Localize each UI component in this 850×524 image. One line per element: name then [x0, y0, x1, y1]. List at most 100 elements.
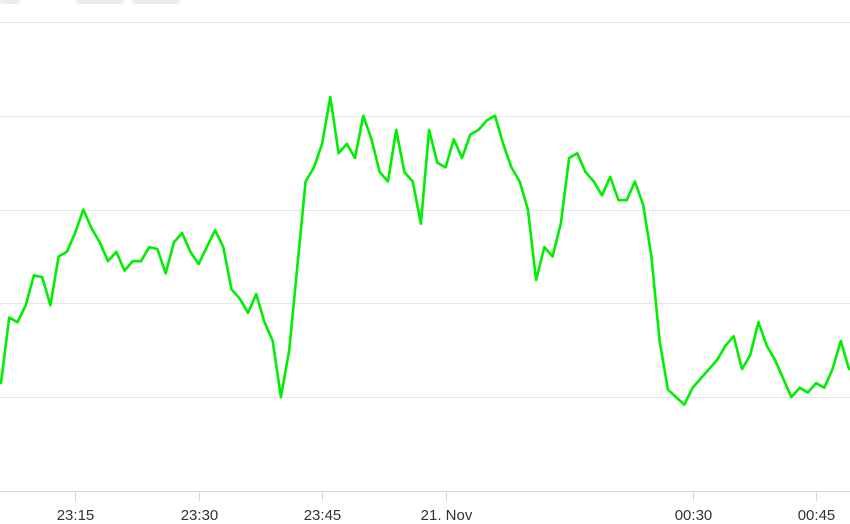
- data-point[interactable]: [592, 180, 595, 183]
- data-point[interactable]: [230, 288, 233, 291]
- data-point[interactable]: [609, 175, 612, 178]
- data-point[interactable]: [304, 180, 307, 183]
- data-point[interactable]: [568, 157, 570, 159]
- data-point[interactable]: [16, 321, 19, 324]
- data-point[interactable]: [378, 171, 381, 174]
- data-point[interactable]: [559, 222, 562, 225]
- data-point[interactable]: [205, 246, 208, 249]
- data-point[interactable]: [806, 391, 809, 394]
- data-point[interactable]: [156, 248, 159, 250]
- data-point[interactable]: [749, 354, 752, 356]
- data-point[interactable]: [436, 161, 439, 164]
- data-point[interactable]: [485, 119, 488, 122]
- data-point[interactable]: [247, 311, 249, 314]
- data-point[interactable]: [321, 143, 323, 145]
- data-point[interactable]: [181, 232, 184, 234]
- data-point[interactable]: [510, 166, 513, 169]
- data-point[interactable]: [518, 180, 521, 183]
- data-point[interactable]: [411, 180, 414, 183]
- data-point[interactable]: [732, 335, 735, 338]
- data-point[interactable]: [691, 386, 694, 389]
- data-point[interactable]: [658, 340, 661, 342]
- data-point[interactable]: [255, 293, 258, 295]
- data-point[interactable]: [584, 171, 587, 174]
- data-point[interactable]: [625, 199, 628, 202]
- data-point[interactable]: [839, 340, 842, 342]
- data-point[interactable]: [724, 344, 727, 347]
- toolbar-tab-2[interactable]: [76, 0, 124, 4]
- data-point[interactable]: [642, 204, 645, 206]
- data-point[interactable]: [831, 368, 834, 370]
- data-point[interactable]: [189, 250, 192, 253]
- data-point[interactable]: [337, 152, 340, 155]
- data-point[interactable]: [551, 255, 554, 258]
- data-point[interactable]: [477, 129, 480, 131]
- data-point[interactable]: [140, 260, 142, 263]
- data-point[interactable]: [288, 349, 291, 352]
- data-point[interactable]: [683, 403, 686, 406]
- data-point[interactable]: [535, 279, 537, 281]
- data-point[interactable]: [238, 297, 241, 300]
- data-point[interactable]: [452, 138, 455, 141]
- data-point[interactable]: [774, 358, 776, 361]
- data-point[interactable]: [667, 388, 669, 391]
- data-point[interactable]: [41, 276, 44, 278]
- data-point[interactable]: [699, 377, 702, 380]
- data-point[interactable]: [313, 166, 315, 169]
- data-point[interactable]: [741, 368, 743, 370]
- data-point[interactable]: [403, 171, 406, 174]
- data-point[interactable]: [798, 386, 801, 389]
- data-point[interactable]: [263, 321, 266, 324]
- data-point[interactable]: [280, 396, 282, 399]
- data-point[interactable]: [362, 114, 365, 117]
- data-point[interactable]: [296, 265, 299, 267]
- data-point[interactable]: [790, 396, 793, 399]
- data-point[interactable]: [0, 382, 2, 384]
- data-point[interactable]: [395, 129, 398, 131]
- data-point[interactable]: [271, 340, 274, 342]
- data-point[interactable]: [148, 246, 151, 249]
- data-point[interactable]: [428, 129, 430, 131]
- data-point[interactable]: [444, 166, 447, 169]
- data-point[interactable]: [757, 321, 760, 324]
- data-point[interactable]: [782, 377, 784, 380]
- data-point[interactable]: [461, 157, 463, 159]
- data-point[interactable]: [387, 180, 389, 183]
- data-point[interactable]: [131, 260, 134, 263]
- data-point[interactable]: [494, 114, 496, 117]
- data-point[interactable]: [823, 386, 826, 389]
- data-point[interactable]: [370, 138, 373, 141]
- data-point[interactable]: [74, 232, 76, 234]
- data-point[interactable]: [502, 143, 505, 145]
- data-point[interactable]: [634, 180, 636, 183]
- data-point[interactable]: [716, 358, 719, 361]
- data-point[interactable]: [49, 304, 52, 307]
- data-point[interactable]: [543, 246, 546, 249]
- data-point[interactable]: [708, 368, 710, 370]
- data-point[interactable]: [222, 246, 225, 249]
- data-point[interactable]: [123, 269, 126, 272]
- data-point[interactable]: [527, 208, 529, 211]
- data-point[interactable]: [164, 272, 167, 275]
- data-point[interactable]: [107, 260, 109, 263]
- data-point[interactable]: [675, 396, 677, 399]
- data-point[interactable]: [115, 250, 118, 253]
- data-point[interactable]: [420, 222, 422, 225]
- data-point[interactable]: [98, 241, 101, 244]
- data-point[interactable]: [197, 263, 200, 265]
- data-point[interactable]: [57, 255, 60, 258]
- data-point[interactable]: [650, 255, 653, 258]
- data-point[interactable]: [345, 143, 348, 145]
- data-point[interactable]: [469, 133, 472, 136]
- data-point[interactable]: [601, 194, 603, 197]
- toolbar-tab-1[interactable]: [0, 0, 20, 4]
- toolbar-tab-3[interactable]: [132, 0, 180, 4]
- data-point[interactable]: [765, 344, 768, 347]
- data-point[interactable]: [617, 199, 620, 202]
- data-point[interactable]: [848, 368, 850, 370]
- data-point[interactable]: [33, 274, 35, 277]
- data-point[interactable]: [82, 208, 85, 211]
- data-point[interactable]: [354, 157, 356, 159]
- data-point[interactable]: [24, 304, 27, 307]
- data-point[interactable]: [214, 229, 217, 232]
